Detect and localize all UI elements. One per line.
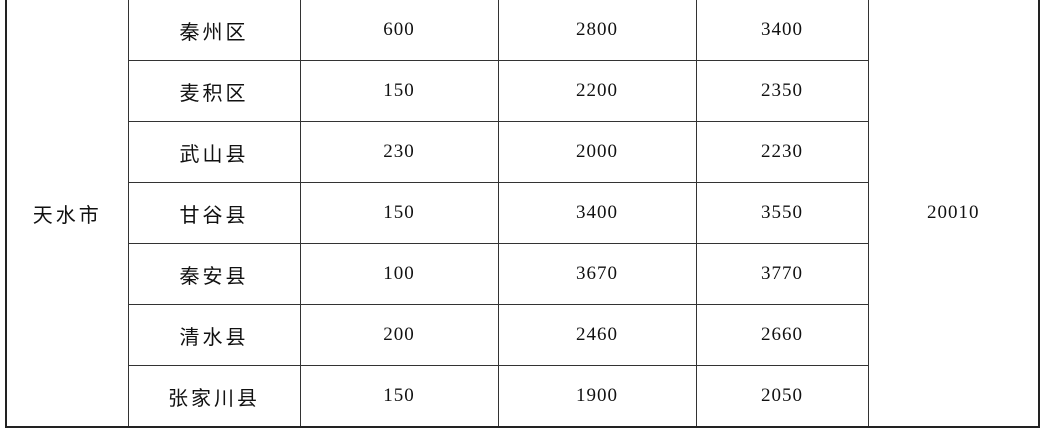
value-a-cell: 150 <box>299 60 499 122</box>
value-c-cell: 2660 <box>695 304 869 366</box>
table-row: 天水市 秦州区 600 2800 3400 20010 <box>5 0 1040 428</box>
data-table: 天水市 秦州区 600 2800 3400 20010 麦积区 150 2200 2350 武山县 2… <box>5 0 1040 428</box>
value-c-cell: 3770 <box>695 243 869 305</box>
value-a-cell: 150 <box>299 365 499 428</box>
table-row: 甘谷县 150 3400 3550 <box>6 182 1039 244</box>
county-cell: 甘谷县 <box>127 182 301 244</box>
value-a-cell: 230 <box>299 121 499 183</box>
county-cell: 清水县 <box>127 304 301 366</box>
table-row: 清水县 200 2460 2660 <box>6 304 1039 366</box>
value-c-cell: 3400 <box>695 0 869 61</box>
value-b-cell: 2000 <box>497 121 697 183</box>
value-a-cell: 600 <box>299 0 499 61</box>
value-c-cell: 2230 <box>695 121 869 183</box>
county-cell: 秦州区 <box>127 0 301 61</box>
value-b-cell: 1900 <box>497 365 697 428</box>
county-cell: 武山县 <box>127 121 301 183</box>
value-c-cell: 2350 <box>695 60 869 122</box>
value-c-cell: 2050 <box>695 365 869 428</box>
value-a-cell: 150 <box>299 182 499 244</box>
table-row: 武山县 230 2000 2230 <box>6 121 1039 183</box>
value-b-cell: 3670 <box>497 243 697 305</box>
table-row: 张家川县 150 1900 2050 <box>6 365 1039 428</box>
value-b-cell: 2460 <box>497 304 697 366</box>
table-row: 麦积区 150 2200 2350 <box>6 60 1039 122</box>
total-cell: 20010 <box>867 0 1040 428</box>
county-cell: 麦积区 <box>127 60 301 122</box>
city-cell: 天水市 <box>5 0 129 428</box>
value-b-cell: 3400 <box>497 182 697 244</box>
table-row: 秦安县 100 3670 3770 <box>6 243 1039 305</box>
value-b-cell: 2200 <box>497 60 697 122</box>
value-a-cell: 200 <box>299 304 499 366</box>
county-cell: 张家川县 <box>127 365 301 428</box>
county-cell: 秦安县 <box>127 243 301 305</box>
value-c-cell: 3550 <box>695 182 869 244</box>
value-b-cell: 2800 <box>497 0 697 61</box>
value-a-cell: 100 <box>299 243 499 305</box>
